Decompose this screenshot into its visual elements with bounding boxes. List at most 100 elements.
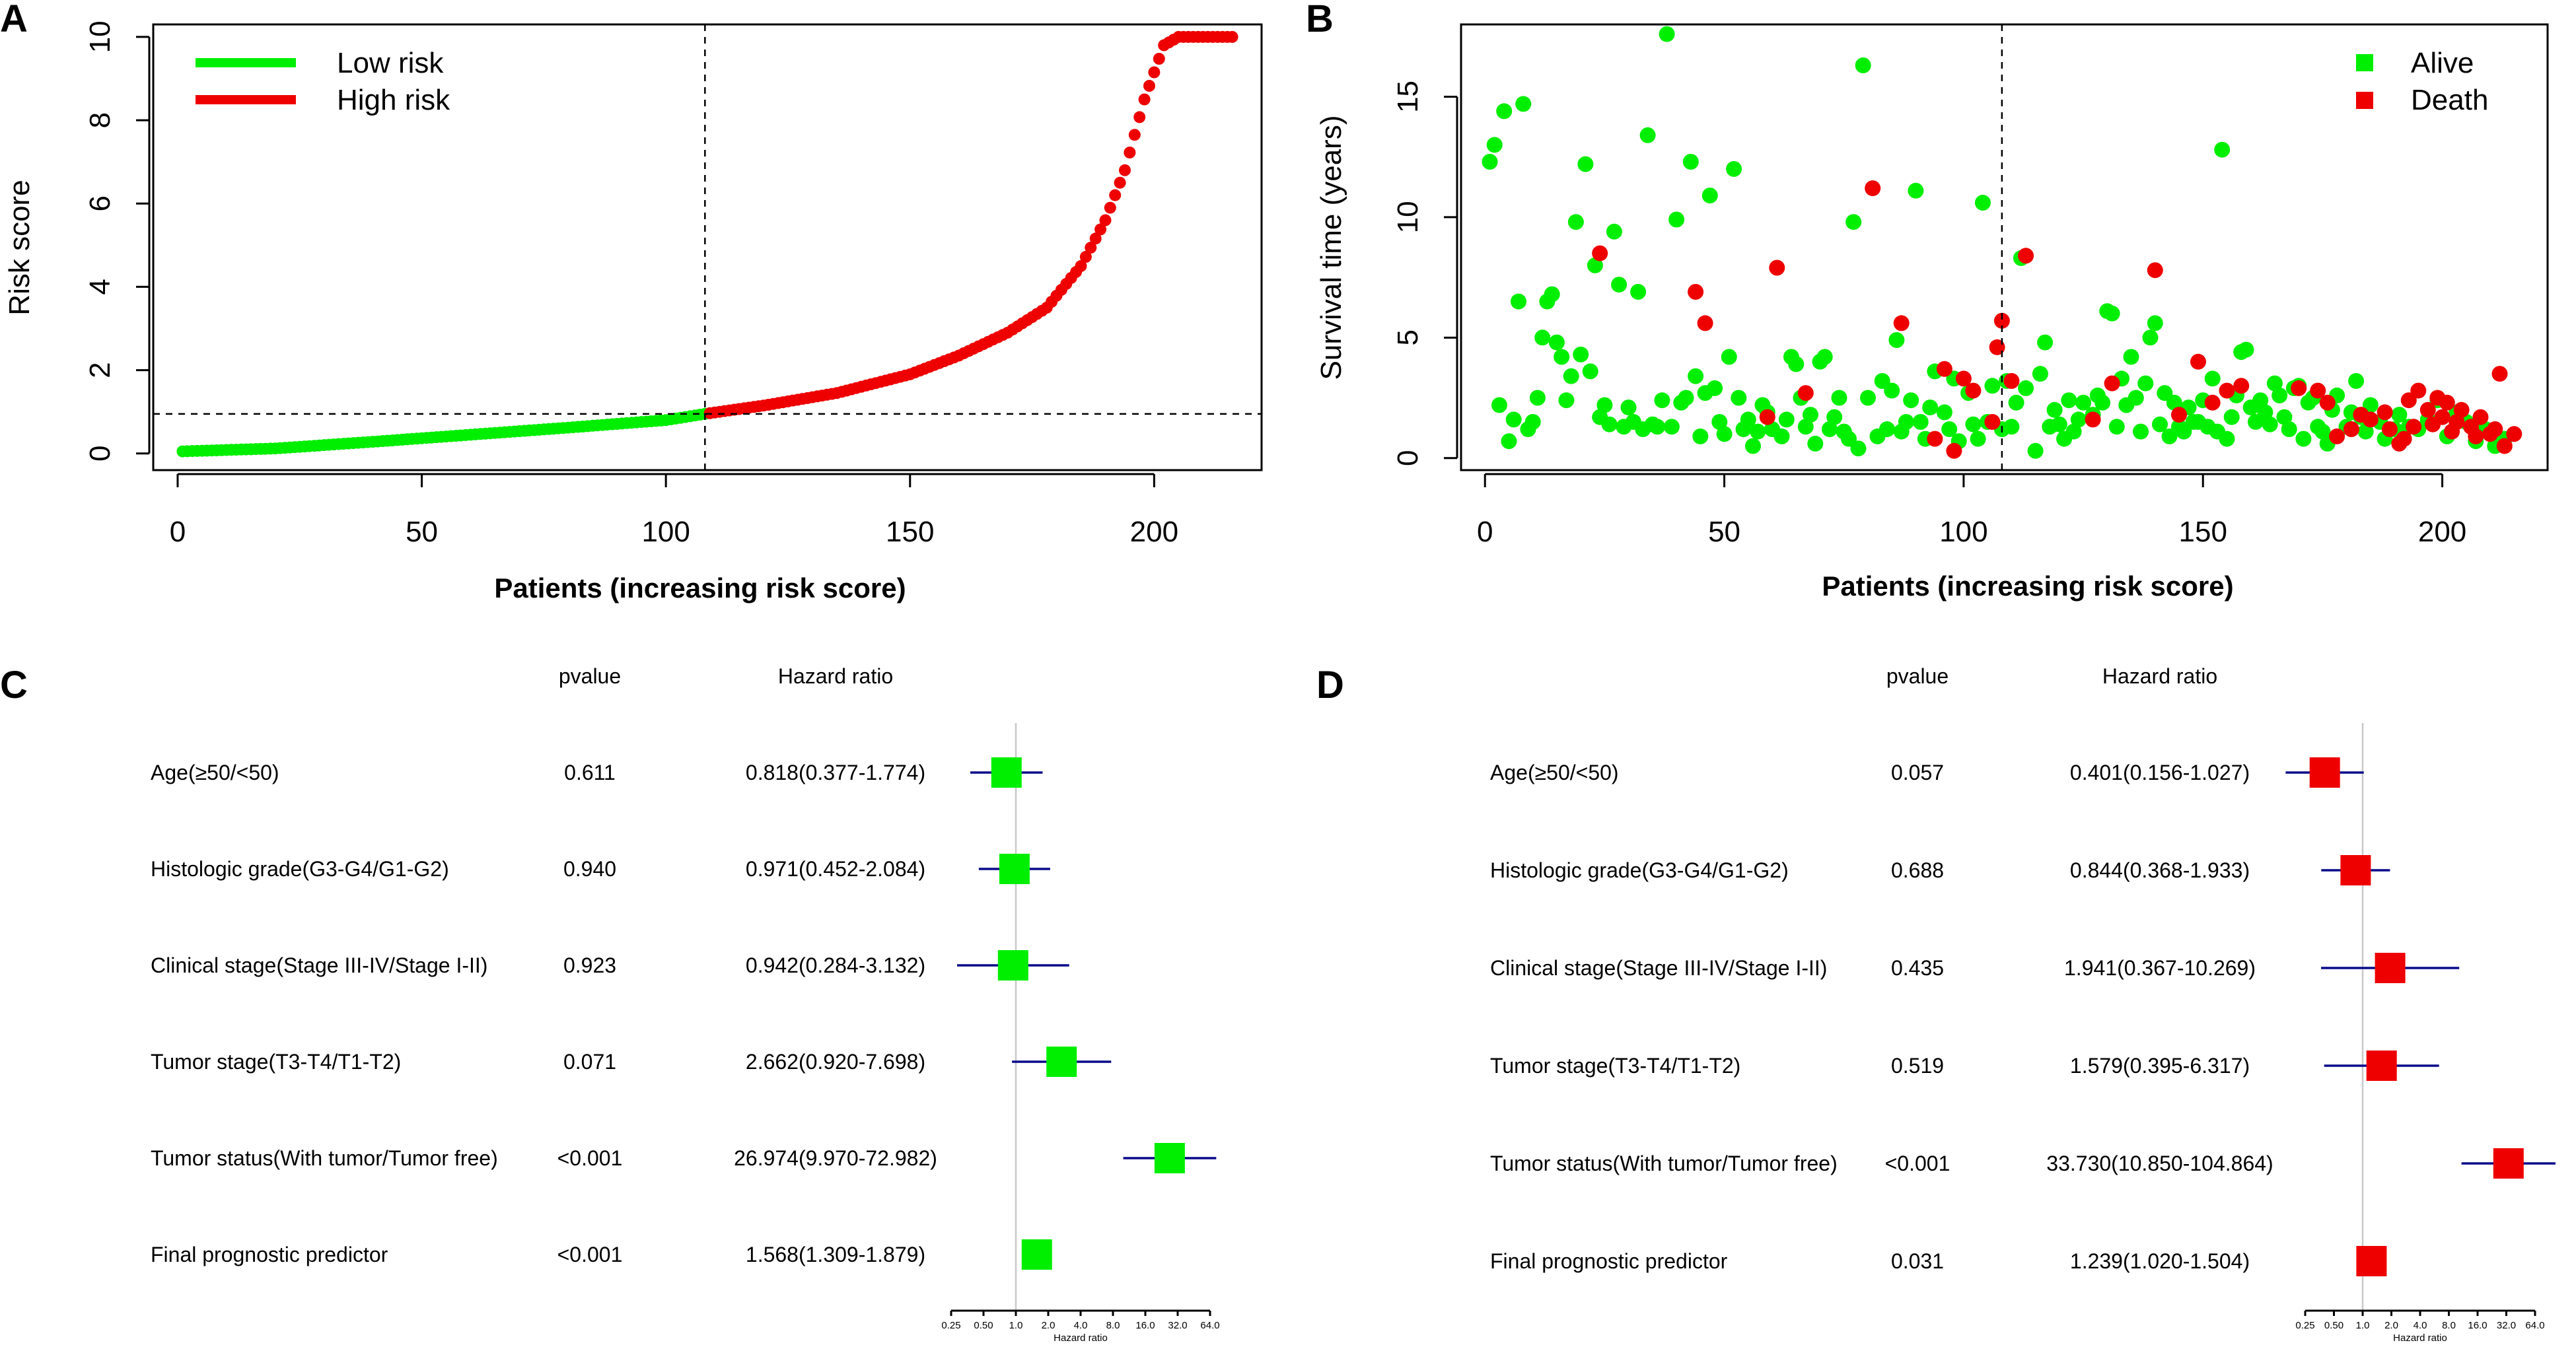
death-point xyxy=(1946,442,1962,459)
death-point xyxy=(2506,426,2522,442)
alive-point xyxy=(1841,431,1857,447)
alive-point xyxy=(2108,419,2125,435)
alive-point xyxy=(1482,154,1498,170)
d-row-pvalue: 0.031 xyxy=(1891,1249,1944,1273)
high-risk-point xyxy=(1104,201,1116,214)
high-risk-point xyxy=(1138,93,1151,106)
death-point xyxy=(2381,421,2398,437)
death-point xyxy=(2496,438,2513,454)
high-risk-point xyxy=(1079,251,1092,263)
c-row-pvalue: 0.611 xyxy=(564,761,616,784)
death-point xyxy=(1984,414,2001,430)
d-axis-tick-label: 2.0 xyxy=(2384,1320,2398,1331)
death-point xyxy=(2377,404,2393,421)
legend-alive-label: Alive xyxy=(2411,47,2474,79)
alive-point xyxy=(2142,329,2159,346)
panel-b-plot-frame xyxy=(1460,23,2549,471)
c-hazard-ratio-marker xyxy=(991,757,1022,788)
alive-point xyxy=(2037,334,2054,351)
alive-point xyxy=(1654,392,1670,409)
high-risk-point xyxy=(1094,223,1107,236)
d-axis-tick-label: 32.0 xyxy=(2497,1320,2516,1331)
panel-d-hazard-ratio-header: Hazard ratio xyxy=(2102,664,2217,688)
panel-a-x-axis-title: Patients (increasing risk score) xyxy=(494,572,906,604)
alive-point xyxy=(2161,428,2178,444)
d-hazard-ratio-marker xyxy=(2340,855,2371,885)
c-row-pvalue: <0.001 xyxy=(557,1146,623,1170)
death-point xyxy=(2085,411,2101,428)
c-row-pvalue: <0.001 xyxy=(557,1243,623,1266)
panel-d-forest-plot: D pvalue Hazard ratio Age(≥50/<50) 0.057 0… xyxy=(1316,664,2556,1344)
c-row-hazard-ratio: 26.974(9.970-72.982) xyxy=(734,1146,937,1170)
panel-d-label: D xyxy=(1316,664,1344,707)
d-axis-tick-label: 1.0 xyxy=(2356,1320,2370,1331)
panel-a-y-tick-label: 0 xyxy=(84,446,116,462)
panel-b-x-axis-title: Patients (increasing risk score) xyxy=(1822,570,2233,602)
alive-point xyxy=(1831,390,1847,406)
alive-point xyxy=(1501,433,1517,450)
alive-point xyxy=(1855,57,1871,73)
d-axis-title: Hazard ratio xyxy=(2393,1332,2447,1344)
alive-point xyxy=(1639,127,1656,143)
alive-point xyxy=(1922,399,1939,416)
d-hazard-ratio-marker xyxy=(2356,1246,2387,1276)
alive-point xyxy=(1970,431,1986,447)
death-point xyxy=(2362,411,2379,428)
alive-point xyxy=(2046,401,2063,418)
panel-b-y-tick-label: 5 xyxy=(1392,329,1424,345)
death-point xyxy=(1865,180,1881,197)
high-risk-point xyxy=(1075,259,1087,272)
alive-point xyxy=(1529,390,1546,406)
alive-point xyxy=(1515,96,1532,112)
alive-point xyxy=(1740,411,1756,428)
c-axis-tick-label: 4.0 xyxy=(1074,1320,1088,1331)
alive-point xyxy=(1596,397,1613,413)
high-risk-point xyxy=(1099,214,1112,226)
death-point xyxy=(2291,380,2307,396)
alive-point xyxy=(1620,399,1637,416)
alive-point xyxy=(1663,419,1680,435)
alive-point xyxy=(1731,390,1747,406)
death-point xyxy=(2410,382,2427,399)
c-row-pvalue: 0.940 xyxy=(563,857,616,881)
death-point xyxy=(1965,382,1982,399)
alive-point xyxy=(1874,373,1890,389)
d-row-hazard-ratio: 1.239(1.020-1.504) xyxy=(2070,1249,2250,1273)
alive-point xyxy=(2391,407,2408,423)
alive-point xyxy=(2176,423,2192,440)
death-point xyxy=(2147,262,2163,279)
alive-point xyxy=(1888,332,1905,348)
death-point xyxy=(1797,385,1814,401)
panel-a-y-tick-label: 6 xyxy=(84,195,116,211)
alive-point xyxy=(1778,411,1795,428)
death-point xyxy=(2487,421,2503,437)
c-axis-tick-label: 1.0 xyxy=(1009,1320,1023,1331)
d-axis-tick-label: 8.0 xyxy=(2442,1320,2456,1331)
alive-point xyxy=(2257,404,2273,421)
d-row-hazard-ratio: 0.401(0.156-1.027) xyxy=(2070,761,2250,784)
alive-point xyxy=(1845,214,1862,230)
alive-point xyxy=(1567,214,1584,230)
panel-b-y-tick-label: 10 xyxy=(1392,201,1424,233)
high-risk-point xyxy=(1109,189,1122,201)
alive-point xyxy=(1558,392,1575,409)
death-point xyxy=(1893,315,1910,331)
panel-a-y-tick-label: 10 xyxy=(84,20,116,53)
legend-alive-swatch xyxy=(2356,54,2373,71)
d-row-pvalue: 0.519 xyxy=(1891,1054,1944,1078)
panel-a-y-tick-label: 4 xyxy=(84,279,116,294)
death-point xyxy=(2453,401,2470,418)
d-row-label: Tumor status(With tumor/Tumor free) xyxy=(1490,1152,1838,1175)
death-point xyxy=(1759,409,1775,425)
alive-point xyxy=(2223,409,2240,425)
death-point xyxy=(2406,419,2422,435)
panel-b-x-tick-label: 200 xyxy=(2418,516,2466,548)
c-row-hazard-ratio: 0.942(0.284-3.132) xyxy=(746,953,925,977)
panel-a-risk-score-plot: A 0 50 100 150 200 0 2 4 6 8 10 Low risk High risk… xyxy=(0,0,1263,604)
panel-a-x-tick-label: 200 xyxy=(1130,516,1178,548)
alive-point xyxy=(1548,334,1565,351)
alive-point xyxy=(2104,305,2120,322)
alive-point xyxy=(1534,329,1551,346)
alive-point xyxy=(1788,356,1805,372)
